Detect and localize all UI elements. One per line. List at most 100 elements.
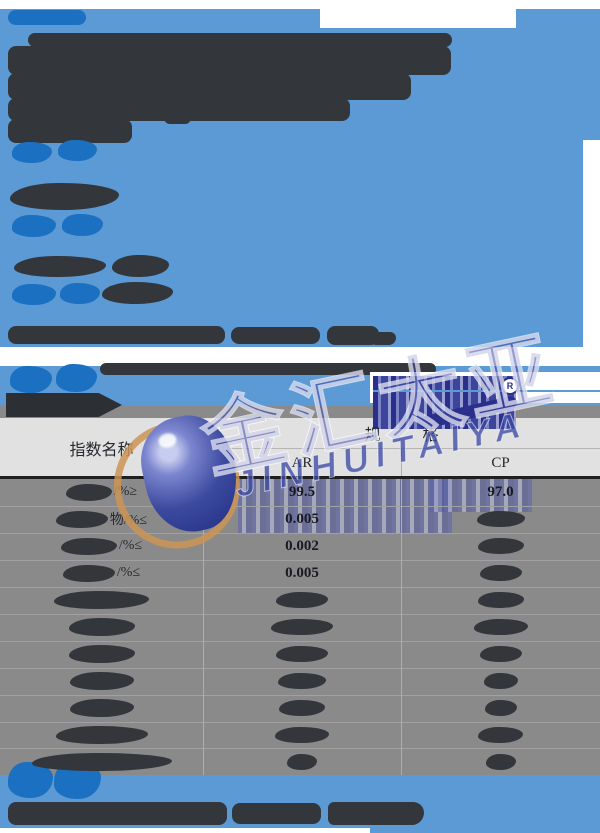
- table-row: [0, 668, 600, 694]
- table-row: /%≥ 99.5 97.0: [0, 479, 600, 505]
- row-line: [0, 695, 600, 696]
- redacted-cp-value: [483, 673, 518, 689]
- ar-value: 0.005: [285, 510, 319, 527]
- row-line: [0, 587, 600, 588]
- redacted-row-label: [68, 618, 135, 636]
- redacted-ar-value: [287, 754, 317, 770]
- blue-link-blob[interactable]: [58, 140, 97, 161]
- row-label-suffix: /%≥: [113, 484, 138, 499]
- redacted-footer-text: [8, 802, 227, 825]
- redacted-paragraph-block: [8, 73, 411, 100]
- bottom-white-sliver: [0, 828, 370, 833]
- table-row: [0, 695, 600, 721]
- redacted-row-label: [31, 753, 172, 771]
- row-label-suffix: /%≤: [118, 538, 143, 553]
- redacted-footer-text: [232, 803, 321, 824]
- row-line: [0, 614, 600, 615]
- top-pill-blob[interactable]: [8, 10, 86, 25]
- redacted-label-blob: [102, 282, 173, 304]
- header-bottom-rule: [0, 476, 600, 479]
- registered-mark-letter: R: [506, 381, 514, 391]
- top-white-notch: [320, 0, 516, 28]
- row-line: [0, 668, 600, 669]
- redacted-footer-text: [328, 802, 424, 825]
- redacted-ar-value: [278, 673, 326, 689]
- table-row: /%≤ 0.005: [0, 560, 600, 586]
- redacted-row-label: [60, 537, 117, 555]
- row-line: [0, 533, 600, 534]
- redacted-ar-value: [276, 646, 328, 662]
- table-row: [0, 641, 600, 667]
- redacted-cp-value: [485, 754, 516, 770]
- column-header-index-name: 指数名称: [69, 442, 134, 459]
- redacted-row-label: [69, 672, 134, 690]
- redacted-cp-value: [477, 592, 524, 608]
- table-row: [0, 587, 600, 613]
- table-row: [0, 614, 600, 640]
- redacted-label-blob: [112, 255, 169, 277]
- column-header-cp: CP: [491, 454, 510, 471]
- table-row: [0, 722, 600, 748]
- redacted-text-line: [8, 326, 225, 344]
- blue-link-blob[interactable]: [12, 284, 56, 305]
- row-label-suffix: /%≤: [116, 565, 141, 580]
- redacted-row-label: [65, 483, 112, 501]
- grid-vertical: [401, 448, 402, 775]
- redacted-text-line: [231, 327, 320, 344]
- blue-link-blob[interactable]: [60, 283, 100, 304]
- redacted-row-label: [69, 699, 134, 717]
- row-line: [0, 722, 600, 723]
- redacted-paragraph-block: [8, 46, 451, 75]
- right-white-gutter: [583, 140, 600, 347]
- ar-value: 0.005: [285, 564, 319, 581]
- row-line: [0, 560, 600, 561]
- section-tab-banner-blob: [6, 393, 122, 417]
- logo-underline: [373, 390, 600, 392]
- redacted-ar-value: [275, 727, 329, 743]
- blue-link-blob[interactable]: [12, 215, 56, 237]
- redacted-ar-value: [279, 700, 325, 716]
- ar-value: 99.5: [288, 483, 316, 500]
- redacted-row-label: [62, 564, 115, 582]
- blue-glyph-blob: [56, 364, 97, 392]
- grid-vertical: [203, 418, 204, 775]
- row-line: [0, 506, 600, 507]
- row-line: [0, 641, 600, 642]
- redacted-cp-value: [479, 565, 522, 581]
- redacted-cp-value: [473, 619, 528, 635]
- redacted-text-line: [374, 332, 396, 345]
- cp-value: 97.0: [487, 483, 514, 500]
- registered-trademark-icon: R: [501, 377, 519, 395]
- row-label-suffix: 物/%≤: [109, 513, 148, 528]
- redacted-text-line: [327, 326, 379, 345]
- redacted-cp-value: [478, 727, 523, 743]
- redacted-cp-value: [477, 538, 524, 554]
- table-row: 物/%≤ 0.005: [0, 506, 600, 532]
- redacted-cp-value: [479, 646, 522, 662]
- blue-glyph-blob: [10, 366, 52, 393]
- redacted-paragraph-block: [8, 98, 350, 121]
- redacted-row-label: [55, 726, 148, 744]
- spec-label: 规格: [364, 427, 481, 444]
- ar-value: 0.002: [285, 537, 319, 554]
- redacted-band-title: [100, 363, 436, 375]
- redacted-cp-value: [484, 700, 517, 716]
- redacted-cp-value: [476, 511, 525, 527]
- redacted-paragraph-block: [8, 119, 132, 143]
- redacted-ar-value: [276, 592, 328, 608]
- blue-link-blob[interactable]: [62, 214, 103, 236]
- column-header-ar: AR: [291, 454, 313, 471]
- redacted-row-label: [68, 645, 135, 663]
- column-header-spec: 规格: [203, 418, 600, 448]
- table-row: [0, 749, 600, 775]
- redacted-row-label: [54, 591, 149, 609]
- redacted-label-blob: [10, 183, 119, 210]
- redacted-ar-value: [271, 619, 333, 635]
- row-line: [0, 748, 600, 749]
- redacted-paragraph-line: [28, 33, 452, 47]
- blue-link-blob[interactable]: [12, 142, 52, 163]
- redacted-text-blob: [164, 112, 191, 124]
- redacted-label-blob: [14, 256, 106, 277]
- table-row: /%≤ 0.002: [0, 533, 600, 559]
